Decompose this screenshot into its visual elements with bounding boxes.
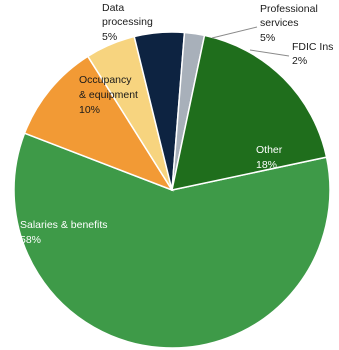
slice-value-data-processing: 5%: [102, 31, 117, 43]
leader-line-professional: [211, 26, 258, 39]
slice-label-salaries-benefits: Salaries & benefits: [20, 219, 108, 231]
slice-label-occupancy-line1: Occupancy: [79, 74, 132, 86]
pie-slices: [13, 31, 331, 349]
slice-label-professional-line1: Professional: [260, 3, 318, 15]
slice-label-data-processing-line1: Data: [102, 2, 124, 14]
leader-lines: [211, 26, 290, 57]
pie-slice-salaries-benefits: [13, 132, 331, 349]
slice-label-other: Other: [256, 144, 283, 156]
slice-value-other: 18%: [256, 159, 277, 171]
slice-value-professional: 5%: [260, 32, 275, 44]
slice-value-salaries-benefits: 58%: [20, 234, 41, 246]
slice-value-occupancy: 10%: [79, 104, 100, 116]
slice-label-fdic: FDIC Ins: [292, 41, 333, 53]
pie-slice-occupancy-equipment: [23, 55, 174, 192]
pie-slice-other: [171, 34, 328, 191]
slice-value-fdic: 2%: [292, 55, 307, 67]
leader-line-fdic: [249, 49, 290, 57]
slice-label-occupancy-line2: & equipment: [79, 89, 138, 101]
slice-label-data-processing-line2: processing: [102, 16, 153, 28]
slice-label-professional-line2: services: [260, 17, 299, 29]
